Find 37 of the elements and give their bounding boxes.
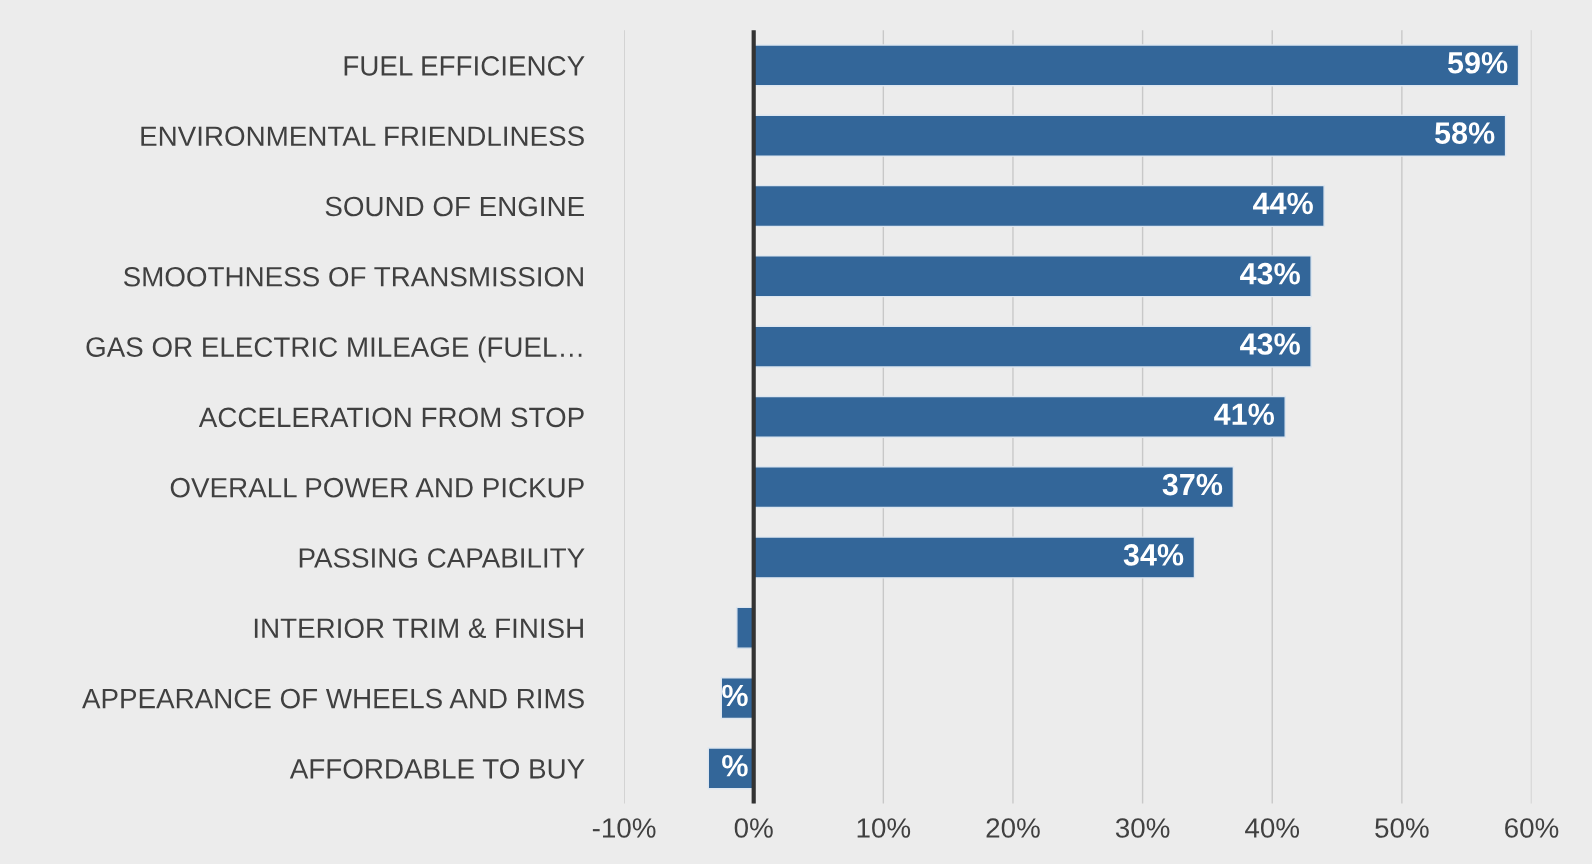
y-tick-label: OVERALL POWER AND PICKUP (170, 477, 584, 498)
y-tick-label: ACCELERATION FROM STOP (198, 407, 584, 428)
data-label: 43% (1240, 262, 1300, 285)
data-label: 34% (1123, 544, 1184, 566)
y-tick-label: APPEARANCE OF WHEELS AND RIMS (82, 688, 584, 709)
bar (753, 114, 1507, 157)
data-label: 43% (1240, 333, 1300, 355)
data-label: 37% (1162, 473, 1223, 496)
x-tick-label: 50% (1375, 818, 1429, 838)
bar (753, 184, 1325, 228)
y-tick-label: FUEL EFFICIENCY (344, 56, 585, 76)
y-tick-label: AFFORDABLE TO BUY (289, 759, 585, 779)
bar (753, 466, 1235, 509)
bar (753, 44, 1520, 87)
data-label: % (722, 755, 748, 777)
x-tick-label: 60% (1505, 818, 1559, 838)
y-tick-label: SOUND OF ENGINE (325, 196, 584, 217)
x-tick-label: 0% (734, 818, 773, 838)
y-tick-label: SMOOTHNESS OF TRANSMISSION (123, 266, 583, 287)
data-label: 58% (1434, 122, 1495, 144)
y-tick-label: INTERIOR TRIM & FINISH (254, 618, 583, 639)
bar (753, 536, 1196, 579)
y-tick-label: GAS OR ELECTRIC MILEAGE (FUEL… (86, 336, 582, 363)
x-tick-label: 10% (857, 818, 911, 838)
data-label: 59% (1447, 51, 1508, 74)
bar (753, 255, 1312, 298)
x-tick-label: 40% (1245, 818, 1300, 838)
x-tick-label: 30% (1115, 818, 1170, 838)
bar (753, 325, 1312, 368)
x-tick-label: -10% (592, 818, 656, 838)
x-tick-label: 20% (986, 818, 1040, 838)
data-label: % (722, 684, 748, 707)
data-label: 41% (1214, 403, 1275, 426)
bar (753, 395, 1286, 438)
data-label: 44% (1253, 192, 1313, 215)
y-tick-label: PASSING CAPABILITY (299, 548, 585, 568)
y-tick-label: ENVIRONMENTAL FRIENDLINESS (141, 126, 584, 147)
